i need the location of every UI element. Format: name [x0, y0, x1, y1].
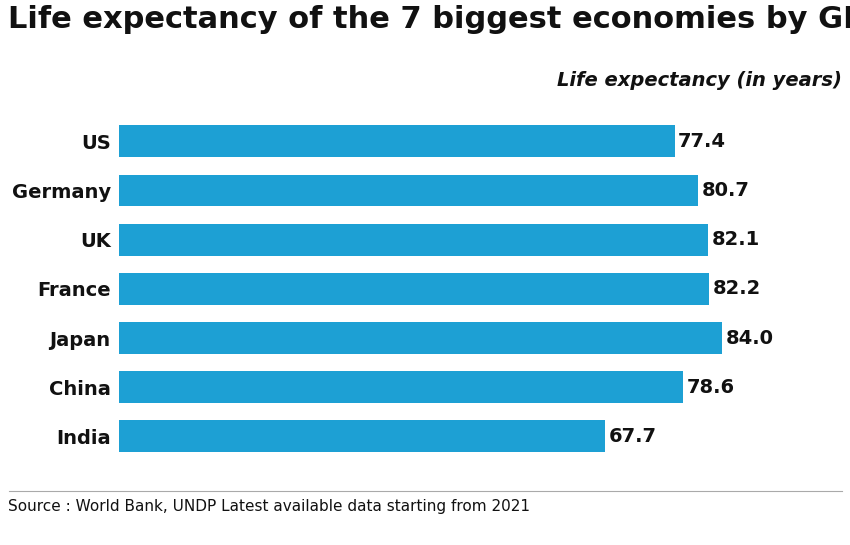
- Bar: [119, 174, 698, 207]
- Text: Source : World Bank, UNDP Latest available data starting from 2021: Source : World Bank, UNDP Latest availab…: [8, 499, 530, 514]
- Text: 80.7: 80.7: [702, 181, 750, 200]
- Text: 84.0: 84.0: [726, 329, 774, 348]
- Text: 67.7: 67.7: [609, 427, 656, 446]
- Text: Life expectancy of the 7 biggest economies by GDP: Life expectancy of the 7 biggest economi…: [8, 5, 850, 34]
- Bar: [119, 273, 709, 305]
- Text: 82.2: 82.2: [712, 280, 761, 298]
- Text: 78.6: 78.6: [687, 378, 735, 397]
- Bar: [119, 125, 675, 158]
- Text: 82.1: 82.1: [712, 230, 760, 249]
- Text: Life expectancy (in years): Life expectancy (in years): [557, 71, 842, 90]
- Bar: [119, 322, 722, 354]
- Bar: [119, 420, 605, 452]
- Bar: [119, 223, 708, 256]
- Text: 77.4: 77.4: [678, 132, 726, 151]
- Bar: [119, 371, 683, 403]
